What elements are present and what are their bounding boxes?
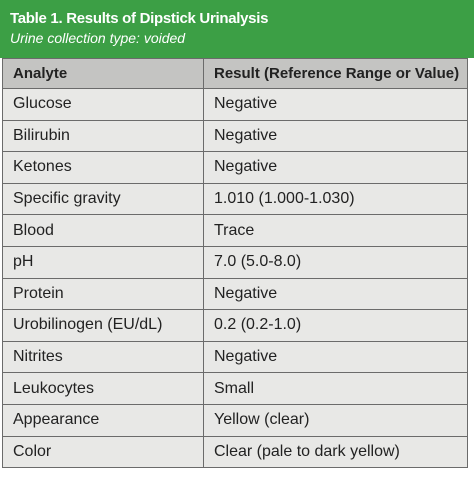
table-row: Appearance Yellow (clear) <box>2 403 468 437</box>
analyte-cell: Color <box>2 435 204 469</box>
header-row: Analyte Result (Reference Range or Value… <box>2 58 468 89</box>
column-header: Result (Reference Range or Value) <box>203 58 468 89</box>
table-row: Specific gravity 1.010 (1.000-1.030) <box>2 182 468 216</box>
analyte-cell: Ketones <box>2 151 204 184</box>
analyte-cell: Leukocytes <box>2 372 204 405</box>
result-cell: Negative <box>203 88 468 121</box>
table-row: Blood Trace <box>2 214 468 247</box>
result-cell: Negative <box>203 119 468 153</box>
result-cell: Negative <box>203 151 468 184</box>
analyte-cell: Specific gravity <box>2 182 204 216</box>
result-cell: 1.010 (1.000-1.030) <box>203 182 468 216</box>
table-row: Leukocytes Small <box>2 372 468 405</box>
analyte-cell: Nitrites <box>2 340 204 374</box>
result-cell: Negative <box>203 340 468 374</box>
table-row: Glucose Negative <box>2 88 468 121</box>
analyte-cell: Glucose <box>2 88 204 121</box>
result-cell: Yellow (clear) <box>203 403 468 437</box>
table-row: Nitrites Negative <box>2 340 468 374</box>
result-cell: Negative <box>203 277 468 311</box>
column-header: Analyte <box>2 58 204 89</box>
table-header: Table 1. Results of Dipstick Urinalysis … <box>0 0 474 58</box>
table-row: Protein Negative <box>2 277 468 311</box>
table-subtitle: Urine collection type: voided <box>10 30 186 46</box>
table-row: Ketones Negative <box>2 151 468 184</box>
result-cell: 0.2 (0.2-1.0) <box>203 309 468 342</box>
analyte-cell: Appearance <box>2 403 204 437</box>
result-cell: Trace <box>203 214 468 247</box>
analyte-cell: Protein <box>2 277 204 311</box>
analyte-cell: Urobilinogen (EU/dL) <box>2 309 204 342</box>
results-table: Analyte Result (Reference Range or Value… <box>2 58 468 469</box>
table-row: pH 7.0 (5.0-8.0) <box>2 245 468 279</box>
result-cell: 7.0 (5.0-8.0) <box>203 245 468 279</box>
analyte-cell: pH <box>2 245 204 279</box>
result-cell: Clear (pale to dark yellow) <box>203 435 468 469</box>
table-row: Bilirubin Negative <box>2 119 468 153</box>
analyte-cell: Bilirubin <box>2 119 204 153</box>
analyte-cell: Blood <box>2 214 204 247</box>
table-row: Color Clear (pale to dark yellow) <box>2 435 468 469</box>
table-title: Table 1. Results of Dipstick Urinalysis <box>10 10 269 27</box>
table-row: Urobilinogen (EU/dL) 0.2 (0.2-1.0) <box>2 309 468 342</box>
result-cell: Small <box>203 372 468 405</box>
